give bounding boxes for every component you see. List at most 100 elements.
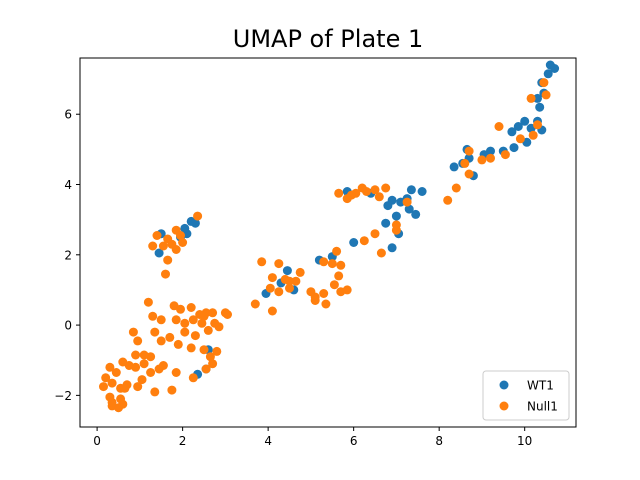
y-axis: −2 0 2 4 6 bbox=[54, 108, 80, 403]
data-point bbox=[291, 276, 301, 286]
legend-label-wt1: WT1 bbox=[527, 379, 554, 393]
data-point bbox=[133, 382, 143, 392]
data-point bbox=[381, 183, 391, 193]
data-point bbox=[359, 236, 369, 246]
data-point bbox=[321, 299, 331, 309]
data-point bbox=[257, 257, 267, 267]
data-point bbox=[336, 260, 346, 270]
data-point bbox=[550, 64, 560, 73]
x-tick-label: 2 bbox=[179, 434, 187, 448]
data-point bbox=[180, 327, 190, 337]
x-tick-label: 6 bbox=[350, 434, 358, 448]
data-point bbox=[190, 218, 200, 228]
data-point bbox=[180, 318, 190, 328]
data-point bbox=[306, 287, 316, 297]
data-point bbox=[535, 102, 545, 112]
data-point bbox=[210, 318, 220, 328]
data-point bbox=[310, 296, 320, 305]
data-point bbox=[156, 336, 166, 346]
data-point bbox=[374, 192, 384, 202]
y-tick-label: 2 bbox=[64, 248, 72, 262]
data-point bbox=[477, 155, 487, 165]
data-point bbox=[148, 241, 158, 251]
data-point bbox=[188, 373, 198, 383]
data-point bbox=[520, 116, 530, 126]
data-point bbox=[383, 201, 393, 211]
x-tick-label: 0 bbox=[93, 434, 101, 448]
data-point bbox=[118, 357, 128, 367]
data-point bbox=[274, 259, 284, 269]
data-point bbox=[464, 169, 474, 179]
data-point bbox=[190, 331, 200, 341]
data-point bbox=[411, 209, 421, 219]
data-point bbox=[201, 364, 211, 374]
data-point bbox=[158, 241, 168, 251]
data-point bbox=[370, 229, 380, 239]
data-point bbox=[533, 120, 542, 130]
data-point bbox=[370, 185, 380, 195]
data-point bbox=[381, 218, 391, 228]
data-point bbox=[150, 327, 160, 337]
data-point bbox=[107, 378, 117, 388]
data-point bbox=[513, 122, 523, 131]
data-point bbox=[131, 350, 141, 360]
data-point bbox=[274, 287, 284, 297]
data-point bbox=[334, 188, 344, 198]
data-point bbox=[220, 308, 230, 318]
data-point bbox=[265, 283, 275, 293]
data-point bbox=[158, 361, 168, 370]
data-point bbox=[116, 394, 126, 404]
data-point bbox=[417, 187, 427, 196]
data-point bbox=[464, 146, 474, 156]
data-point bbox=[250, 299, 260, 309]
chart-title: UMAP of Plate 1 bbox=[233, 25, 423, 53]
data-point bbox=[500, 150, 510, 160]
data-point bbox=[176, 231, 185, 240]
data-point bbox=[139, 359, 149, 369]
data-point bbox=[161, 269, 170, 279]
data-point bbox=[111, 368, 121, 377]
data-point bbox=[171, 245, 181, 254]
data-point bbox=[460, 158, 470, 168]
data-point bbox=[539, 78, 549, 88]
data-point bbox=[186, 343, 196, 353]
data-point bbox=[171, 368, 181, 377]
data-point bbox=[342, 194, 352, 204]
data-point bbox=[120, 383, 130, 393]
data-point bbox=[396, 197, 406, 207]
data-point bbox=[295, 267, 305, 277]
data-point bbox=[494, 122, 504, 131]
y-tick-label: 6 bbox=[64, 108, 72, 122]
data-point bbox=[543, 69, 553, 79]
data-point bbox=[176, 304, 185, 314]
data-point bbox=[152, 231, 162, 240]
data-point bbox=[180, 223, 190, 233]
data-point bbox=[139, 350, 149, 360]
data-point bbox=[212, 346, 222, 356]
data-point bbox=[509, 143, 519, 153]
plot-frame bbox=[79, 57, 577, 428]
data-point bbox=[188, 315, 198, 325]
data-point bbox=[329, 280, 339, 290]
x-tick-label: 4 bbox=[264, 434, 272, 448]
data-point bbox=[391, 211, 401, 221]
legend: WT1 Null1 bbox=[482, 370, 570, 421]
legend-label-null1: Null1 bbox=[527, 400, 558, 414]
data-point bbox=[173, 339, 183, 349]
data-point bbox=[332, 246, 342, 256]
data-point bbox=[267, 273, 277, 283]
data-point bbox=[137, 375, 147, 385]
data-point bbox=[528, 130, 538, 140]
data-point bbox=[541, 90, 551, 100]
data-point bbox=[376, 248, 386, 258]
data-point bbox=[406, 185, 416, 195]
data-point bbox=[99, 382, 108, 392]
data-point bbox=[285, 283, 294, 293]
data-point bbox=[357, 183, 367, 193]
data-point bbox=[178, 238, 188, 247]
y-tick-label: −2 bbox=[54, 389, 72, 403]
data-point bbox=[526, 93, 536, 103]
x-axis: 0 2 4 6 8 10 bbox=[93, 427, 532, 448]
data-point bbox=[486, 153, 495, 163]
